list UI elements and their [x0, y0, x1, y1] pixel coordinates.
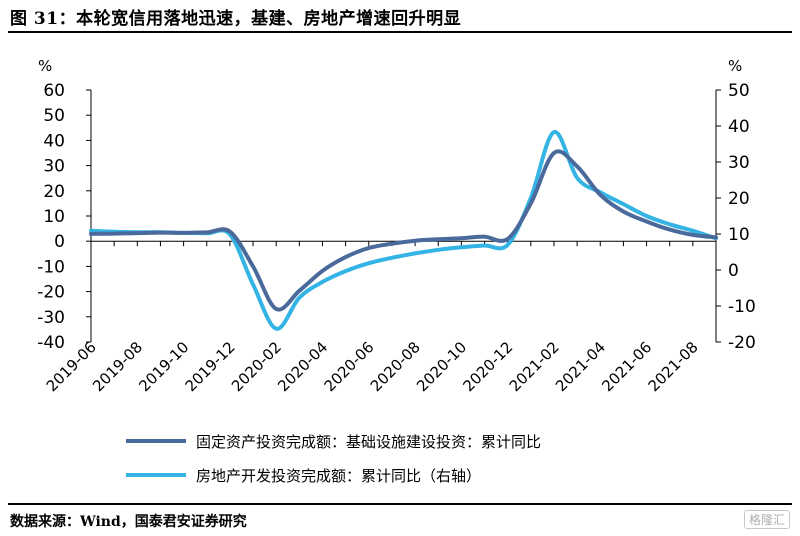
x-tick-label: 2020-06 [321, 338, 378, 395]
y-left-tick-label: -40 [37, 333, 65, 353]
series-line-2 [91, 132, 716, 329]
x-tick-label: 2019-10 [135, 338, 192, 395]
y-left-tick-label: -20 [37, 283, 65, 303]
x-tick-label: 2021-06 [598, 338, 655, 395]
watermark-logo: 格隆汇 [744, 510, 790, 529]
x-tick-label: 2020-04 [274, 338, 331, 395]
y-left-tick-label: 10 [43, 207, 65, 227]
x-tick-label: 2021-04 [552, 338, 609, 395]
y-left-tick-label: 50 [43, 106, 65, 126]
y-left-tick-label: 0 [54, 232, 65, 252]
x-tick-label: 2020-12 [459, 338, 516, 395]
y-axis-right-unit: % [728, 57, 742, 75]
axes [91, 90, 716, 342]
y-right-tick-label: 30 [728, 153, 750, 173]
x-tick-label: 2020-02 [228, 338, 285, 395]
series-lines [91, 132, 716, 329]
y-right-tick-label: 50 [728, 81, 750, 101]
y-right-tick-label: 40 [728, 117, 750, 137]
x-tick-label: 2020-10 [413, 338, 470, 395]
y-left-tick-label: -30 [37, 308, 65, 328]
legend-label-series-2: 房地产开发投资完成额：累计同比（右轴） [196, 467, 481, 485]
x-axis-ticks: 2019-062019-082019-102019-122020-022020-… [43, 241, 716, 395]
series-line-1 [91, 151, 716, 309]
y-left-tick-label: 30 [43, 157, 65, 177]
x-tick-label: 2021-08 [645, 338, 702, 395]
x-tick-label: 2019-12 [182, 338, 239, 395]
source-rule [8, 503, 792, 505]
y-right-tick-label: 20 [728, 189, 750, 209]
y-left-tick-label: 20 [43, 182, 65, 202]
y-right-tick-label: -20 [728, 333, 756, 353]
x-tick-label: 2021-02 [506, 338, 563, 395]
y-left-tick-label: 40 [43, 131, 65, 151]
legend-label-series-1: 固定资产投资完成额：基础设施建设投资：累计同比 [196, 433, 541, 451]
y-right-tick-label: 0 [728, 261, 739, 281]
y-axis-left-unit: % [38, 57, 52, 75]
legend: 固定资产投资完成额：基础设施建设投资：累计同比 房地产开发投资完成额：累计同比（… [126, 433, 541, 485]
source-note: 数据来源：Wind，国泰君安证券研究 [10, 511, 247, 531]
x-tick-label: 2020-08 [367, 338, 424, 395]
x-tick-label: 2019-08 [89, 338, 146, 395]
y-right-tick-label: 10 [728, 225, 750, 245]
y-left-tick-label: -10 [37, 257, 65, 277]
y-axis-right-ticks: 50 40 30 20 10 0 -10 -20 [716, 81, 756, 353]
y-right-tick-label: -10 [728, 297, 756, 317]
y-axis-left-ticks: 60 50 40 30 20 10 0 -10 -20 -30 -40 [37, 81, 91, 353]
y-left-tick-label: 60 [43, 81, 65, 101]
